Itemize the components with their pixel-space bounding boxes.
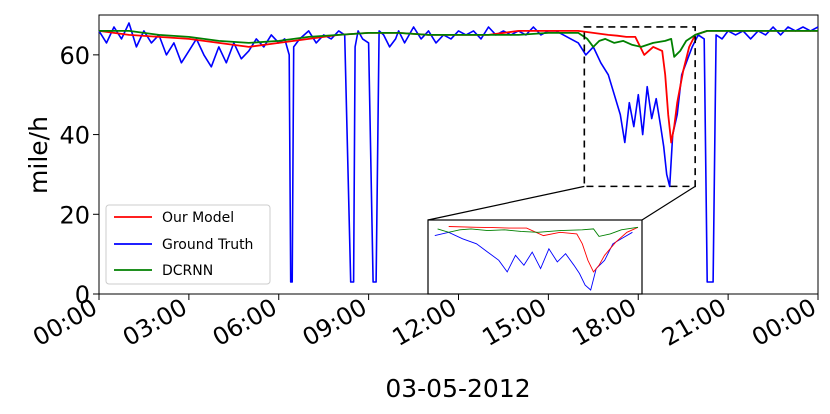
- series-line-our-model: [98, 29, 818, 144]
- inset-connector-right: [641, 185, 696, 221]
- x-tick-label: 00:00: [28, 293, 102, 352]
- x-tick-label: 12:00: [388, 293, 462, 352]
- x-tick-label: 21:00: [657, 293, 731, 352]
- inset-connector-left: [427, 185, 585, 221]
- legend: Our Model Ground Truth DCRNN: [105, 204, 271, 285]
- series-line-dcrnn: [99, 29, 818, 58]
- y-tick-label: 0: [75, 281, 90, 309]
- x-tick-label: 03:00: [118, 293, 192, 352]
- y-tick-label: 60: [59, 42, 90, 70]
- x-axis-label: 03-05-2012: [385, 374, 530, 403]
- y-tick-label: 20: [59, 201, 90, 229]
- x-tick-label: 18:00: [567, 293, 641, 352]
- axis-ticks: 0 20 40 60 00:00 03:00 06:00 09:00 12:00 15:00 18:…: [28, 42, 821, 352]
- inset-line-dcrnn: [437, 226, 639, 237]
- legend-label-ground-truth: Ground Truth: [162, 237, 253, 253]
- series-line-ground-truth: [98, 22, 819, 283]
- series-layer: [98, 22, 819, 283]
- y-tick-label: 40: [59, 122, 90, 150]
- x-tick-label: 09:00: [298, 293, 372, 352]
- x-tick-label: 15:00: [477, 293, 551, 352]
- y-axis-label: mile/h: [24, 116, 53, 194]
- zoom-region-box: [583, 26, 696, 188]
- legend-label-dcrnn: DCRNN: [162, 263, 213, 279]
- inset-series-layer: [434, 226, 639, 291]
- legend-box: [105, 204, 271, 285]
- x-tick-label: 00:00: [747, 293, 821, 352]
- inset-frame: [427, 219, 643, 295]
- inset-line-our-model: [448, 226, 639, 273]
- x-tick-label: 06:00: [208, 293, 282, 352]
- legend-label-our-model: Our Model: [162, 210, 234, 226]
